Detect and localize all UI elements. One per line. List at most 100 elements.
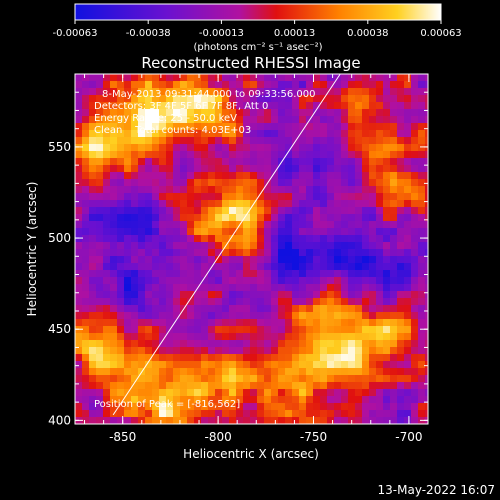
heatmap-cell xyxy=(299,270,307,278)
heatmap-cell xyxy=(89,130,97,138)
heatmap-cell xyxy=(313,410,321,418)
heatmap-cell xyxy=(215,326,223,334)
heatmap-cell xyxy=(173,277,181,285)
heatmap-cell xyxy=(82,109,90,117)
heatmap-cell xyxy=(138,151,146,159)
heatmap-cell xyxy=(383,158,391,166)
heatmap-cell xyxy=(138,179,146,187)
heatmap-cell xyxy=(103,333,111,341)
heatmap-cell xyxy=(348,88,356,96)
heatmap-cell xyxy=(131,312,139,320)
heatmap-cell xyxy=(222,277,230,285)
heatmap-cell xyxy=(229,207,237,215)
heatmap-cell xyxy=(292,361,300,369)
heatmap-cell xyxy=(124,172,132,180)
heatmap-cell xyxy=(89,249,97,257)
heatmap-cell xyxy=(152,396,160,404)
heatmap-cell xyxy=(159,81,167,89)
heatmap-cell xyxy=(271,144,279,152)
heatmap-cell xyxy=(348,116,356,124)
heatmap-cell xyxy=(250,123,258,131)
heatmap-cell xyxy=(236,123,244,131)
heatmap-cell xyxy=(285,417,293,424)
heatmap-cell xyxy=(341,347,349,355)
heatmap-cell xyxy=(145,368,153,376)
heatmap-cell xyxy=(418,410,426,418)
heatmap-cell xyxy=(250,81,258,89)
heatmap-cell xyxy=(243,179,251,187)
heatmap-cell xyxy=(82,158,90,166)
heatmap-cell xyxy=(187,242,195,250)
heatmap-cell xyxy=(362,74,370,82)
heatmap-cell xyxy=(306,375,314,383)
heatmap-cell xyxy=(355,130,363,138)
heatmap-cell xyxy=(236,172,244,180)
heatmap-cell xyxy=(89,109,97,117)
heatmap-cell xyxy=(320,193,328,201)
heatmap-cell xyxy=(110,214,118,222)
heatmap-cell xyxy=(348,319,356,327)
heatmap-cell xyxy=(110,144,118,152)
heatmap-cell xyxy=(103,410,111,418)
heatmap-cell xyxy=(362,305,370,313)
heatmap-cell xyxy=(96,81,104,89)
heatmap-cell xyxy=(327,214,335,222)
heatmap-cell xyxy=(264,172,272,180)
heatmap-cell xyxy=(166,291,174,299)
heatmap-cell xyxy=(285,214,293,222)
heatmap-cell xyxy=(369,228,377,236)
heatmap-cell xyxy=(306,200,314,208)
heatmap-cell xyxy=(243,270,251,278)
heatmap-cell xyxy=(369,361,377,369)
heatmap-cell xyxy=(117,95,125,103)
heatmap-cell xyxy=(229,144,237,152)
heatmap-cell xyxy=(166,312,174,320)
heatmap-cell xyxy=(383,375,391,383)
heatmap-cell xyxy=(313,95,321,103)
heatmap-cell xyxy=(285,256,293,264)
heatmap-cell xyxy=(89,326,97,334)
heatmap-cell xyxy=(397,81,405,89)
heatmap-cell xyxy=(313,235,321,243)
heatmap-cell xyxy=(362,333,370,341)
heatmap-cell xyxy=(369,347,377,355)
heatmap-cell xyxy=(145,130,153,138)
heatmap-cell xyxy=(75,242,83,250)
heatmap-cell xyxy=(173,354,181,362)
heatmap-cell xyxy=(390,305,398,313)
heatmap-cell xyxy=(159,221,167,229)
heatmap-cell xyxy=(96,305,104,313)
heatmap-cell xyxy=(348,263,356,271)
heatmap-cell xyxy=(103,221,111,229)
heatmap-cell xyxy=(425,312,428,320)
heatmap-cell xyxy=(299,165,307,173)
heatmap-cell xyxy=(264,333,272,341)
heatmap-cell xyxy=(299,172,307,180)
heatmap-cell xyxy=(404,186,412,194)
heatmap-cell xyxy=(229,375,237,383)
heatmap-cell xyxy=(82,382,90,390)
heatmap-cell xyxy=(278,186,286,194)
heatmap-cell xyxy=(341,207,349,215)
heatmap-cell xyxy=(250,151,258,159)
heatmap-cell xyxy=(145,340,153,348)
heatmap-cell xyxy=(418,179,426,187)
heatmap-cell xyxy=(96,74,104,82)
heatmap-cell xyxy=(334,172,342,180)
heatmap-cell xyxy=(229,277,237,285)
heatmap-cell xyxy=(376,403,384,411)
heatmap-cell xyxy=(348,249,356,257)
heatmap-cell xyxy=(138,242,146,250)
heatmap-cell xyxy=(320,361,328,369)
heatmap-cell xyxy=(362,417,370,424)
heatmap-cell xyxy=(320,403,328,411)
heatmap-cell xyxy=(187,256,195,264)
heatmap-cell xyxy=(299,179,307,187)
heatmap-cell xyxy=(341,417,349,424)
heatmap-cell xyxy=(362,137,370,145)
heatmap-cell xyxy=(320,319,328,327)
heatmap-cell xyxy=(334,228,342,236)
heatmap-cell xyxy=(243,410,251,418)
heatmap-cell xyxy=(383,410,391,418)
heatmap-cell xyxy=(411,389,419,397)
